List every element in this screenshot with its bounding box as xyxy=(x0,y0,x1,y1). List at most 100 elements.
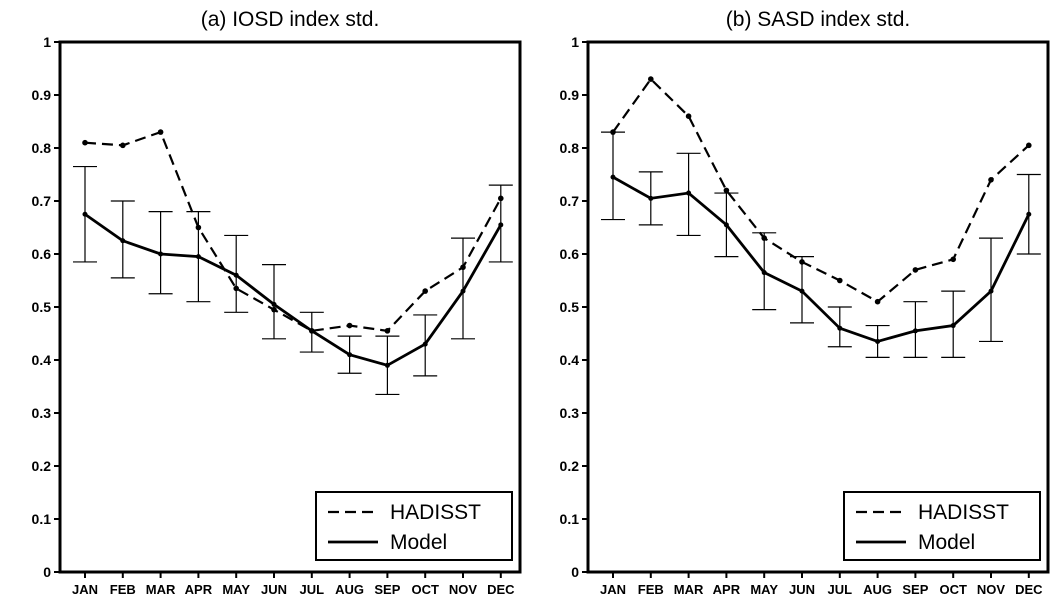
chart-a-point-hadisst xyxy=(422,288,429,294)
chart-a-xtick-label: JAN xyxy=(72,582,98,597)
chart-a-series-line-model xyxy=(84,213,503,367)
chart-b-xtick-label: MAY xyxy=(750,582,778,597)
chart-a-xtick-label: JUL xyxy=(300,582,325,597)
chart-a-point-model xyxy=(347,352,353,358)
chart-a-ytick-label: 0.2 xyxy=(32,458,52,474)
chart-a-point-model xyxy=(271,301,277,307)
chart-b-point-model xyxy=(988,288,994,294)
chart-a-ytick-label: 0.9 xyxy=(32,87,52,103)
chart-a-xtick-label: OCT xyxy=(411,582,439,597)
chart-a-ytick-label: 0.7 xyxy=(32,193,52,209)
chart-a-ytick-label: 1 xyxy=(43,34,51,50)
chart-b-point-model xyxy=(950,323,956,329)
chart-a-xtick-label: JUN xyxy=(261,582,287,597)
chart-b-point-hadisst xyxy=(950,256,956,263)
chart-b-point-model xyxy=(912,328,918,334)
chart-panel-b: (b) SASD index std. 0 0.1 0.2 0.3 0.4 0.5 0.6 0.… xyxy=(528,0,1056,599)
chart-a-point-model xyxy=(498,222,504,228)
chart-b-ytick-label: 0.9 xyxy=(560,87,580,103)
chart-a-xtick-label: SEP xyxy=(374,582,400,597)
chart-a-xtick-label: MAR xyxy=(146,582,176,597)
chart-b-ytick-label: 0.7 xyxy=(560,193,580,209)
chart-b-point-model xyxy=(648,195,654,201)
chart-b-point-model xyxy=(723,222,729,228)
chart-b-title: (b) SASD index std. xyxy=(726,8,910,31)
chart-b-legend xyxy=(843,491,1041,561)
chart-b-ytick-label: 0.4 xyxy=(560,352,580,368)
chart-b-ytick-label: 0 xyxy=(571,564,579,580)
chart-b-ytick-label: 0.3 xyxy=(560,405,580,421)
chart-b-ytick-label: 0.1 xyxy=(560,511,580,527)
chart-a-point-hadisst xyxy=(82,139,88,146)
chart-a-point-model xyxy=(120,238,126,244)
chart-b-xtick-label: DEC xyxy=(1015,582,1043,597)
chart-a-point-model xyxy=(195,254,201,260)
chart-a-point-model xyxy=(422,341,428,347)
chart-a-point-hadisst xyxy=(346,322,353,329)
chart-b-ytick-label: 0.6 xyxy=(560,246,580,262)
chart-a-point-model xyxy=(233,272,239,278)
chart-b-point-model xyxy=(837,325,843,331)
chart-a-ytick-label: 0.1 xyxy=(32,511,52,527)
chart-b-xtick-label: JAN xyxy=(600,582,626,597)
chart-a-legend-label-hadisst: HADISST xyxy=(390,501,481,524)
chart-a-xtick-label: APR xyxy=(185,582,213,597)
chart-b-point-model xyxy=(761,270,767,276)
chart-a-point-hadisst xyxy=(120,142,126,149)
chart-b-ytick-label: 0.5 xyxy=(560,299,580,315)
chart-b-xtick-label: JUN xyxy=(789,582,815,597)
chart-b-xtick-label: FEB xyxy=(638,582,664,597)
chart-b-point-hadisst xyxy=(685,113,692,119)
chart-b-point-model xyxy=(686,190,692,196)
chart-b-point-model xyxy=(875,338,881,344)
chart-a-point-hadisst xyxy=(157,129,164,135)
chart-a-legend xyxy=(315,491,513,561)
chart-a-series-line-hadisst xyxy=(84,130,502,333)
chart-b-point-hadisst xyxy=(988,177,994,183)
chart-b-point-hadisst xyxy=(1026,142,1032,149)
chart-a-xtick-label: MAY xyxy=(222,582,250,597)
chart-b-xtick-label: APR xyxy=(713,582,741,597)
chart-b-xtick-label: NOV xyxy=(977,582,1006,597)
chart-a-point-hadisst xyxy=(384,328,391,334)
chart-a-title: (a) IOSD index std. xyxy=(201,8,380,31)
chart-a-ytick-label: 0.8 xyxy=(32,140,52,156)
chart-b-point-hadisst xyxy=(648,76,654,82)
chart-a-xtick-label: AUG xyxy=(335,582,364,597)
chart-a-point-model xyxy=(384,362,390,368)
chart-a-point-model xyxy=(158,251,164,257)
chart-b-xtick-label: AUG xyxy=(863,582,892,597)
chart-b-xtick-label: SEP xyxy=(902,582,928,597)
chart-b-series-line-hadisst xyxy=(612,77,1030,304)
chart-a-xtick-label: DEC xyxy=(487,582,515,597)
chart-b-xtick-label: MAR xyxy=(674,582,704,597)
chart-b-point-hadisst xyxy=(837,277,843,284)
chart-a-ytick-label: 0.6 xyxy=(32,246,52,262)
chart-b-xtick-label: JUL xyxy=(828,582,853,597)
chart-a-xtick-label: NOV xyxy=(449,582,478,597)
chart-a-xtick-label: FEB xyxy=(110,582,136,597)
chart-panel-a: (a) IOSD index std. 0 0.1 0.2 0.3 0.4 0.5 0.6 0.… xyxy=(0,0,528,599)
chart-b-ytick-label: 0.2 xyxy=(560,458,580,474)
chart-b-legend-label-model: Model xyxy=(918,531,975,554)
chart-a-point-model xyxy=(460,288,466,294)
chart-b-ytick-label: 0.8 xyxy=(560,140,580,156)
chart-a-svg: (a) IOSD index std. 0 0.1 0.2 0.3 0.4 0.5 0.6 0.… xyxy=(32,8,522,597)
chart-a-ytick-label: 0.3 xyxy=(32,405,52,421)
chart-b-ytick-label: 1 xyxy=(571,34,579,50)
chart-b-point-model xyxy=(610,174,616,180)
chart-a-point-model xyxy=(309,328,315,334)
chart-a-ytick-label: 0.5 xyxy=(32,299,52,315)
chart-b-point-hadisst xyxy=(912,267,919,273)
chart-b-xtick-label: OCT xyxy=(939,582,967,597)
chart-b-point-model xyxy=(1026,211,1032,217)
chart-b-point-hadisst xyxy=(874,298,881,305)
chart-b-point-hadisst xyxy=(723,187,730,194)
chart-b-point-model xyxy=(799,288,805,294)
chart-a-legend-label-model: Model xyxy=(390,531,447,554)
chart-a-ytick-label: 0.4 xyxy=(32,352,52,368)
chart-b-svg: (b) SASD index std. 0 0.1 0.2 0.3 0.4 0.5 0.6 0.… xyxy=(560,8,1050,597)
chart-a-ytick-label: 0 xyxy=(43,564,51,580)
chart-a-point-model xyxy=(82,211,88,217)
chart-b-series-line-model xyxy=(612,175,1031,343)
